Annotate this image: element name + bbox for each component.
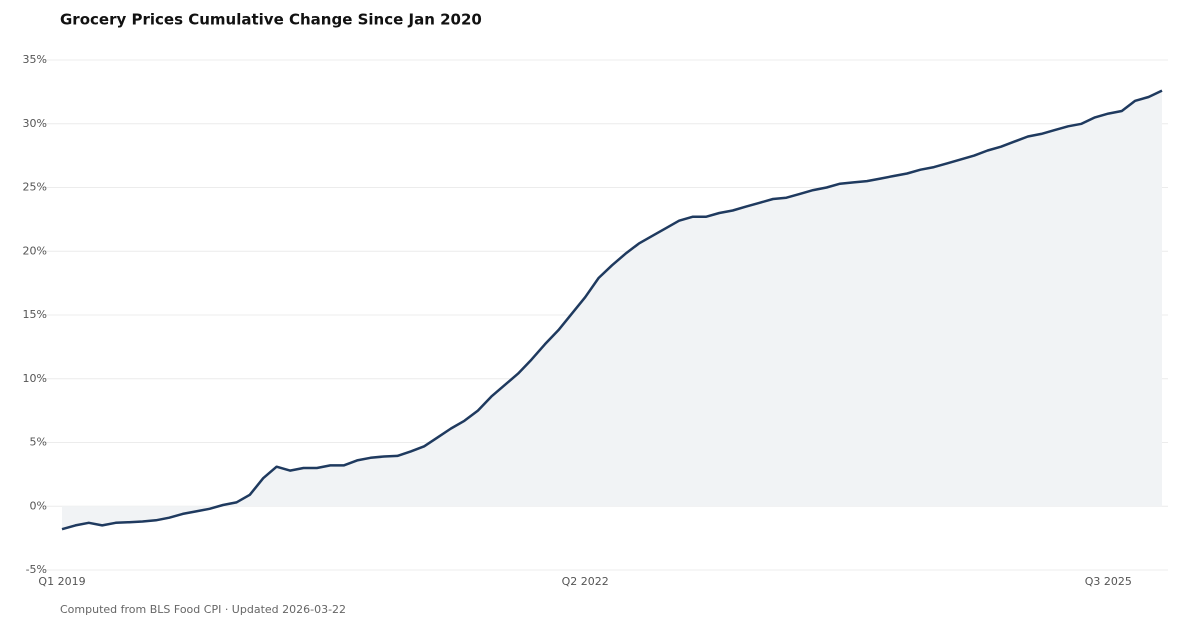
x-tick-label: Q1 2019 [38, 575, 85, 588]
y-tick-label: 20% [23, 244, 47, 257]
x-tick-label: Q3 2025 [1085, 575, 1132, 588]
y-tick-label: 35% [23, 53, 47, 66]
chart-title: Grocery Prices Cumulative Change Since J… [60, 11, 482, 29]
y-tick-label: 5% [30, 436, 47, 449]
y-tick-label: 10% [23, 372, 47, 385]
y-tick-label: 0% [30, 499, 47, 512]
y-tick-label: 25% [23, 181, 47, 194]
y-tick-label: 15% [23, 308, 47, 321]
y-tick-label: 30% [23, 117, 47, 130]
line [61, 89, 1163, 531]
y-tick-label: -5% [26, 563, 47, 576]
footnote: Computed from BLS Food CPI · Updated 202… [60, 603, 346, 616]
x-tick-label: Q2 2022 [562, 575, 609, 588]
area [62, 90, 1162, 530]
